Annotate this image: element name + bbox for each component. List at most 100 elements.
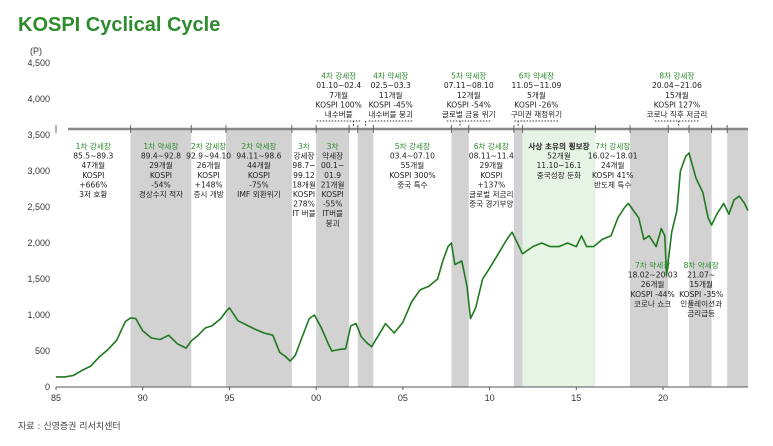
cycle-label-line: 01.10~02.4 bbox=[316, 81, 361, 90]
cycle-label-line: 구미권 재정위기 bbox=[511, 109, 562, 119]
cycle-label-title: 2차 약세장 bbox=[241, 141, 276, 151]
cycle-label-line: 중국 특수 bbox=[397, 180, 427, 189]
y-tick-label: 0 bbox=[45, 382, 50, 392]
x-tick-label: 90 bbox=[138, 393, 148, 403]
cycle-label-line: KOSPI 41% bbox=[592, 171, 633, 180]
cycle-label-line: 7개월 bbox=[329, 90, 348, 100]
cycle-label-line: 18.02~20.03 bbox=[628, 271, 678, 280]
cycle-label-line: 15개월 bbox=[665, 90, 689, 100]
cycle-label-line: 44개월 bbox=[247, 160, 271, 170]
cycle-shade bbox=[513, 129, 523, 387]
cycle-label-title: 4차 강세장 bbox=[321, 71, 356, 81]
cycle-label-line: 98.7~ bbox=[292, 161, 315, 170]
cycle-label-title: 7차 약세장 bbox=[635, 260, 670, 270]
cycle-label-line: 26개월 bbox=[641, 279, 665, 289]
cycle-label-title: 7차 강세장 bbox=[595, 141, 630, 151]
cycle-shade bbox=[357, 129, 374, 387]
cycle-label-line: 인플레이션과 bbox=[680, 298, 722, 308]
cycle-label-line: 5개월 bbox=[527, 90, 546, 100]
cycle-label-line: 3저 호황 bbox=[79, 189, 107, 199]
cycle-label-line: 글로벌 저금리 bbox=[469, 189, 513, 199]
cycle-label-line: 278% bbox=[293, 200, 315, 209]
cycle-label-line: 02.5~03.3 bbox=[371, 81, 411, 90]
cycle-label-title: 2차 강세장 bbox=[191, 141, 226, 151]
cycle-label-title: 5차 강세장 bbox=[395, 141, 430, 151]
cycle-label-title: 3차 bbox=[298, 142, 310, 151]
y-axis-unit: (P) bbox=[30, 46, 42, 56]
cycle-label-line: IMF 외환위기 bbox=[237, 189, 281, 199]
y-tick-label: 3,000 bbox=[27, 166, 50, 176]
cycle-label-line: 00.1~ bbox=[321, 161, 344, 170]
x-tick-label: 95 bbox=[224, 393, 234, 403]
cycle-label-line: 26개월 bbox=[197, 160, 221, 170]
cycle-shade bbox=[225, 129, 292, 387]
cycle-label-title: 사상 초유의 횡보장 bbox=[528, 141, 589, 151]
cycle-label-line: KOSPI -26% bbox=[514, 100, 558, 109]
cycle-label-line: 코로나 직후 저금리 bbox=[647, 109, 708, 119]
y-tick-label: 2,500 bbox=[27, 202, 50, 212]
cycle-label-line: 붕괴 bbox=[326, 219, 340, 228]
cycle-label-line: KOSPI 300% bbox=[389, 171, 435, 180]
cycle-label-title: 5차 약세장 bbox=[451, 71, 486, 81]
cycle-label-line: 21개월 bbox=[321, 179, 345, 189]
cycle-label-line: 85.5~89.3 bbox=[73, 152, 113, 161]
cycle-label-line: 11.10~16.1 bbox=[536, 161, 581, 170]
cycle-label-line: 내수버블 붕괴 bbox=[369, 109, 413, 119]
cycle-label-line: 29개월 bbox=[479, 160, 503, 170]
source-note: 자료 : 신영증권 리서치센터 bbox=[18, 422, 121, 432]
y-tick-label: 4,000 bbox=[27, 94, 50, 104]
cycle-shade bbox=[130, 129, 192, 387]
cycle-label-line: IT버블 bbox=[322, 208, 343, 218]
cycle-label-title: 6차 강세장 bbox=[474, 141, 509, 151]
cycle-label-line: 11개월 bbox=[379, 90, 403, 100]
cycle-label-line: 금리급등 bbox=[687, 309, 715, 318]
cycle-label-line: KOSPI -45% bbox=[369, 100, 413, 109]
cycle-label-title: 1차 약세장 bbox=[143, 141, 178, 151]
cycle-label-line: KOSPI -54% bbox=[447, 100, 491, 109]
cycle-label-line: 55개월 bbox=[401, 160, 425, 170]
cycle-label-line: 24개월 bbox=[601, 160, 625, 170]
cycle-label-line: 중국 경기부양 bbox=[469, 199, 513, 209]
cycle-label-line: KOSPI 127% bbox=[654, 100, 700, 109]
cycle-shade bbox=[451, 129, 469, 387]
cycle-label-line: KOSPI bbox=[293, 190, 315, 199]
cycle-label-line: 20.04~21.06 bbox=[652, 81, 702, 90]
cycle-label-line: -75% bbox=[249, 180, 269, 189]
cycle-label-line: 29개월 bbox=[149, 160, 173, 170]
cycle-label-line: 16.02~18.01 bbox=[588, 152, 638, 161]
x-tick-label: 15 bbox=[571, 393, 581, 403]
y-tick-label: 3,500 bbox=[27, 130, 50, 140]
cycle-label-line: 강세장 bbox=[294, 151, 315, 161]
cycle-label-line: KOSPI bbox=[150, 171, 172, 180]
cycle-label-line: 코로나 쇼크 bbox=[634, 299, 671, 308]
cycle-label-line: KOSPI bbox=[322, 190, 344, 199]
cycle-label-line: 92.9~94.10 bbox=[186, 152, 231, 161]
kospi-line bbox=[56, 152, 749, 378]
cycle-label-title: 8차 약세장 bbox=[684, 260, 719, 270]
cycle-shade bbox=[727, 129, 748, 387]
cycle-label-line: 52개월 bbox=[547, 151, 571, 161]
cycle-label-line: 약세장 bbox=[322, 151, 343, 161]
cycle-label-line: KOSPI -35% bbox=[679, 290, 723, 299]
cycle-label-line: 11.05~11.09 bbox=[511, 81, 561, 90]
cycle-label-title: 4차 약세장 bbox=[373, 71, 408, 81]
y-tick-label: 500 bbox=[35, 346, 50, 356]
cycle-label-line: 증시 개방 bbox=[193, 189, 223, 199]
y-tick-label: 4,500 bbox=[27, 58, 50, 68]
cycle-label-line: 15개월 bbox=[689, 279, 713, 289]
cycle-label-line: 21.07~ bbox=[687, 271, 715, 280]
x-tick-label: 85 bbox=[51, 393, 61, 403]
cycle-label-title: 6차 약세장 bbox=[519, 71, 554, 81]
cycle-label-line: 07.11~08.10 bbox=[444, 81, 494, 90]
cycle-label-line: 중국성장 둔화 bbox=[537, 170, 581, 180]
cycle-label-line: +148% bbox=[195, 180, 223, 189]
x-tick-label: 05 bbox=[398, 393, 408, 403]
cycle-shade bbox=[630, 129, 669, 387]
cycle-label-title: 1차 강세장 bbox=[76, 141, 111, 151]
y-tick-label: 1,500 bbox=[27, 274, 50, 284]
cycle-label-line: KOSPI bbox=[480, 171, 502, 180]
cycle-label-line: KOSPI bbox=[248, 171, 270, 180]
cycle-label-line: 내수버블 bbox=[325, 109, 353, 119]
cycle-label-line: 경상수지 적자 bbox=[139, 189, 183, 199]
